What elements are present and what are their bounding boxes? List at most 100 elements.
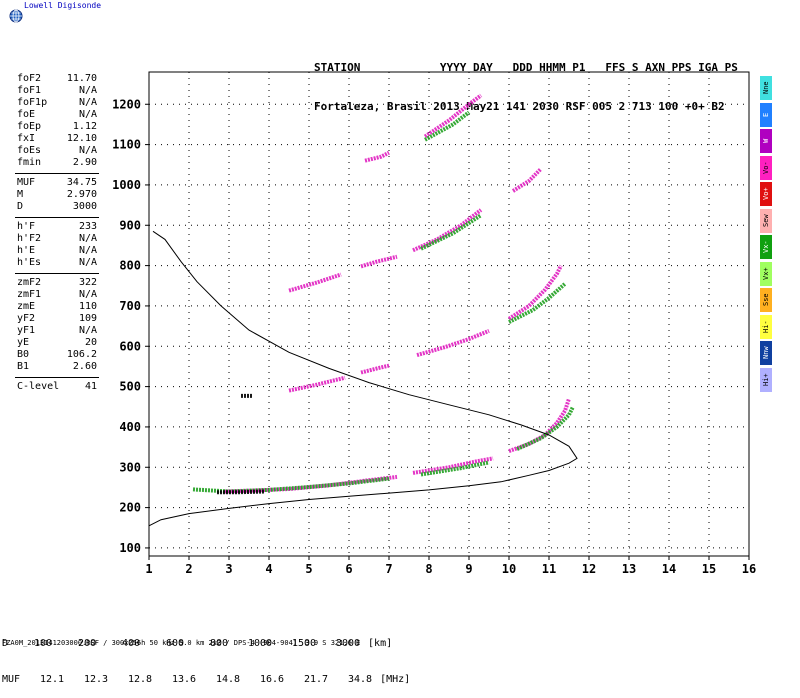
muf-cell: 1000: [247, 638, 273, 649]
param-row: foEp 1.12: [17, 121, 97, 133]
echo-trace: [412, 456, 494, 475]
echo-trace: [420, 460, 490, 477]
param-name: h'Es: [17, 257, 42, 268]
param-value: 2.970: [66, 189, 97, 200]
param-name: yE: [17, 337, 30, 348]
muf-cell: 800: [209, 638, 229, 649]
param-row: h'E N/A: [17, 245, 97, 257]
x-tick-label: 9: [465, 562, 472, 576]
x-tick-label: 7: [385, 562, 392, 576]
file-info-footer: FZA0M_2013141203000.RSF / 300x256h 50 kH…: [2, 639, 361, 647]
param-name: zmE: [17, 301, 36, 312]
param-name: fxI: [17, 133, 36, 144]
muf-table: D 100 200 400 600 800 1000 1500 3000 [km] MUF 12.1…: [2, 614, 410, 698]
param-row: M 2.970: [17, 189, 97, 201]
globe-icon: [9, 9, 23, 23]
param-value: 106.2: [66, 349, 97, 360]
x-tick-label: 4: [265, 562, 272, 576]
param-name: foE: [17, 109, 36, 120]
param-value: N/A: [78, 245, 97, 256]
legend-item-hi-: Hi-: [760, 314, 772, 339]
echo-trace: [516, 405, 575, 451]
param-value: 11.70: [66, 73, 97, 84]
param-value: N/A: [78, 145, 97, 156]
param-value: 3000: [72, 201, 97, 212]
param-name: C-level: [17, 381, 60, 392]
param-name: yF2: [17, 313, 36, 324]
echo-trace: [508, 282, 567, 324]
param-row: C-level 41: [17, 381, 97, 393]
param-value: 34.75: [66, 177, 97, 188]
legend-item-nne: Nne: [760, 76, 772, 100]
param-name: D: [17, 201, 24, 212]
param-value: 2.60: [72, 361, 97, 372]
x-tick-label: 14: [662, 562, 676, 576]
y-tick-label: 100: [119, 541, 141, 555]
param-name: yF1: [17, 325, 36, 336]
param-row: h'F 233: [17, 221, 97, 233]
x-tick-label: 3: [225, 562, 232, 576]
x-tick-label: 10: [502, 562, 516, 576]
echo-trace: [416, 329, 490, 358]
param-value: 233: [78, 221, 97, 232]
echo-trace: [420, 213, 483, 251]
param-row: h'Es N/A: [17, 257, 97, 269]
echo-trace: [364, 150, 390, 163]
muf-cell: 16.6: [259, 674, 285, 685]
param-name: MUF: [17, 177, 36, 188]
param-row: B1 2.60: [17, 361, 97, 373]
param-value: N/A: [78, 109, 97, 120]
y-tick-label: 1000: [112, 178, 141, 192]
y-tick-label: 800: [119, 259, 141, 273]
legend-item-hi-: Hi+: [760, 367, 772, 392]
y-tick-label: 400: [119, 420, 141, 434]
param-name: zmF1: [17, 289, 42, 300]
x-tick-label: 6: [345, 562, 352, 576]
x-tick-label: 8: [425, 562, 432, 576]
header-labels: STATION YYYY DAY DDD HHMM P1 FFS S AXN P…: [314, 61, 738, 74]
muf-label: MUF: [2, 674, 21, 685]
ionogram-plot: 1 2 3 4 5 6 7 8 9 10 11 12 13 14 15 1610020030040050060…: [112, 71, 756, 576]
param-separator: [15, 377, 99, 378]
y-tick-label: 300: [119, 460, 141, 474]
echo-trace: [224, 474, 398, 494]
param-name: foF1p: [17, 97, 48, 108]
param-row: zmE 110: [17, 301, 97, 313]
legend-item-sew: Sew: [760, 208, 772, 233]
echo-trace: [288, 272, 342, 293]
muf-cell: 13.6: [171, 674, 197, 685]
param-name: B0: [17, 349, 30, 360]
muf-cell: 12.1: [39, 674, 65, 685]
logo-text: Lowell Digisonde: [24, 1, 102, 10]
param-value: N/A: [78, 233, 97, 244]
y-tick-label: 900: [119, 218, 141, 232]
muf-cell: 3000: [335, 638, 361, 649]
scaled-parameters-panel: foF2 11.70 foF1 N/A foF1p N/A foE N/A foEp 1.12 fx…: [15, 73, 99, 393]
param-separator: [15, 217, 99, 218]
param-separator: [15, 173, 99, 174]
legend-item-vo-: Vo+: [760, 182, 772, 206]
profile-curve: [148, 230, 578, 527]
legend-item-vx-: Vx-: [760, 235, 772, 259]
muf-distance-row: D 100 200 400 600 800 1000 1500 3000 [km]: [2, 638, 410, 650]
param-name: foEs: [17, 145, 42, 156]
muf-cell: 34.8: [347, 674, 373, 685]
param-value: 20: [84, 337, 97, 348]
muf-values: 12.1 12.3 12.8 13.6 14.8 16.6 21.7 34.8: [20, 674, 380, 685]
legend-item-e: E: [760, 102, 772, 127]
y-tick-label: 500: [119, 380, 141, 394]
muf-cell: 400: [121, 638, 141, 649]
echo-trace: [423, 93, 483, 139]
x-tick-label: 11: [542, 562, 556, 576]
param-value: 109: [78, 313, 97, 324]
y-tick-label: 600: [119, 339, 141, 353]
muf-value-row: MUF 12.1 12.3 12.8 13.6 14.8 16.6 21.7 34.8 [MHz]: [2, 674, 410, 686]
param-name: B1: [17, 361, 30, 372]
param-row: zmF1 N/A: [17, 289, 97, 301]
muf-cell: 12.3: [83, 674, 109, 685]
param-row: foF2 11.70: [17, 73, 97, 85]
legend-item-sse: Sse: [760, 288, 772, 312]
echo-trace: [360, 363, 390, 375]
param-value: N/A: [78, 85, 97, 96]
y-tick-label: 200: [119, 501, 141, 515]
